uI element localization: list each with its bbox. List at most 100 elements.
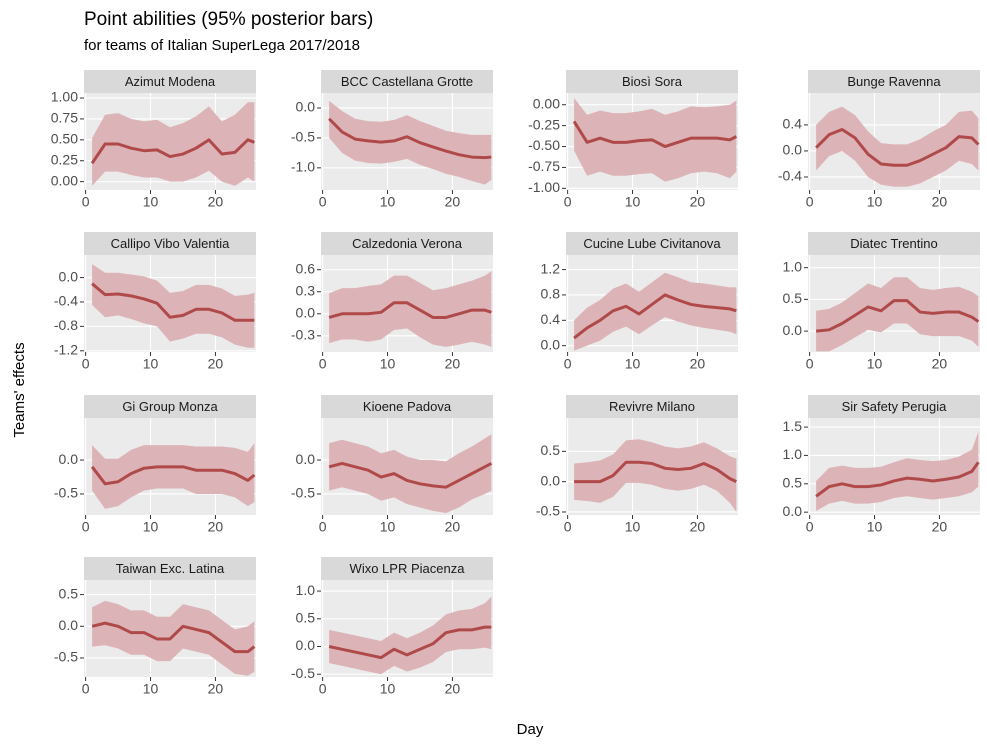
band [329, 271, 492, 347]
x-tick-label: 10 [867, 519, 883, 535]
y-tick-label: 0.0 [59, 268, 79, 284]
x-tick-label: 10 [380, 356, 396, 372]
line [573, 293, 737, 340]
x-tick-label: 20 [208, 519, 224, 535]
y-tick-label: -0.50 [528, 137, 560, 153]
x-tick-label: 0 [319, 194, 327, 210]
strip [566, 70, 738, 93]
x-tick-label: 0 [82, 194, 90, 210]
strip-title: Diatec Trentino [850, 236, 937, 251]
x-tick-label: 20 [208, 194, 224, 210]
x-tick-label: 0 [806, 519, 814, 535]
line [328, 625, 492, 660]
y-tick-label: 0.5 [783, 290, 803, 306]
strip [321, 557, 493, 580]
y-tick-label: 1.00 [51, 89, 78, 105]
x-tick-label: 10 [380, 519, 396, 535]
x-tick-label: 10 [625, 356, 641, 372]
x-axis-label: Day [517, 721, 544, 738]
x-tick-label: 10 [867, 194, 883, 210]
x-tick-label: 10 [625, 194, 641, 210]
y-tick-label: 0.50 [51, 131, 78, 147]
x-tick-label: 0 [564, 194, 572, 210]
strip-title: Revivre Milano [609, 399, 695, 414]
strip [84, 395, 256, 418]
line [572, 120, 738, 149]
line [815, 127, 980, 167]
strip [566, 232, 738, 255]
strip-title: Biosì Sora [622, 74, 683, 89]
y-tick-label: 0.0 [783, 142, 803, 158]
y-tick-label: 0.00 [533, 95, 560, 111]
x-tick-label: 20 [208, 356, 224, 372]
line [90, 138, 255, 165]
band [92, 264, 255, 348]
y-tick-label: -1.2 [54, 341, 78, 357]
x-tick-label: 10 [625, 519, 641, 535]
band [816, 431, 979, 512]
y-tick-label: -0.8 [54, 317, 78, 333]
strip-title: Callipo Vibo Valentia [111, 236, 231, 251]
band [816, 106, 979, 187]
x-tick-label: 0 [319, 681, 327, 697]
y-tick-label: -0.4 [778, 168, 802, 184]
x-tick-label: 20 [208, 681, 224, 697]
y-tick-label: 0.4 [783, 116, 803, 132]
y-tick-label: -0.3 [291, 327, 315, 343]
y-tick-label: 0.5 [541, 442, 561, 458]
x-tick-label: 20 [932, 356, 948, 372]
strip [808, 232, 980, 255]
x-tick-label: 0 [319, 519, 327, 535]
x-tick-label: 20 [690, 194, 706, 210]
strip-title: Cucine Lube Civitanova [583, 236, 721, 251]
strip [84, 232, 256, 255]
y-tick-label: 0.0 [783, 322, 803, 338]
x-tick-label: 20 [445, 519, 461, 535]
line [91, 621, 256, 654]
y-tick-label: 0.6 [296, 260, 316, 276]
band [92, 600, 255, 676]
chart-subtitle: for teams of Italian SuperLega 2017/2018 [84, 37, 360, 54]
strip [84, 557, 256, 580]
y-tick-label: 0.5 [783, 475, 803, 491]
strip [566, 395, 738, 418]
y-tick-label: 1.0 [783, 446, 803, 462]
strip-title: Kioene Padova [363, 399, 452, 414]
strip [84, 70, 256, 93]
y-tick-label: 0.3 [296, 282, 316, 298]
y-tick-label: 0.0 [59, 451, 79, 467]
y-tick-label: 1.0 [783, 258, 803, 274]
x-tick-label: 0 [82, 681, 90, 697]
y-tick-label: -0.5 [291, 665, 315, 681]
x-tick-label: 0 [82, 519, 90, 535]
y-tick-label: 0.0 [296, 99, 316, 115]
y-tick-label: 0.4 [541, 311, 561, 327]
y-tick-label: 0.0 [541, 472, 561, 488]
x-tick-label: 10 [867, 356, 883, 372]
y-tick-label: -0.5 [291, 129, 315, 145]
line [90, 465, 256, 486]
x-tick-label: 10 [143, 356, 159, 372]
band [329, 434, 492, 513]
y-tick-label: 1.0 [296, 582, 316, 598]
band [92, 443, 255, 509]
line [815, 299, 980, 333]
y-tick-label: 0.0 [541, 336, 561, 352]
line [328, 117, 492, 160]
strip-title: Azimut Modena [125, 74, 216, 89]
strip [321, 70, 493, 93]
y-tick-label: -0.5 [291, 485, 315, 501]
y-tick-label: 1.2 [541, 260, 561, 276]
strip [808, 70, 980, 93]
x-tick-label: 20 [932, 519, 948, 535]
band [574, 272, 737, 351]
x-tick-label: 0 [82, 356, 90, 372]
band [92, 102, 255, 186]
y-tick-label: -0.75 [528, 158, 560, 174]
x-tick-label: 10 [380, 681, 396, 697]
x-tick-label: 20 [690, 519, 706, 535]
x-tick-label: 0 [564, 356, 572, 372]
line [574, 460, 738, 484]
x-tick-label: 20 [445, 681, 461, 697]
x-tick-label: 10 [143, 194, 159, 210]
